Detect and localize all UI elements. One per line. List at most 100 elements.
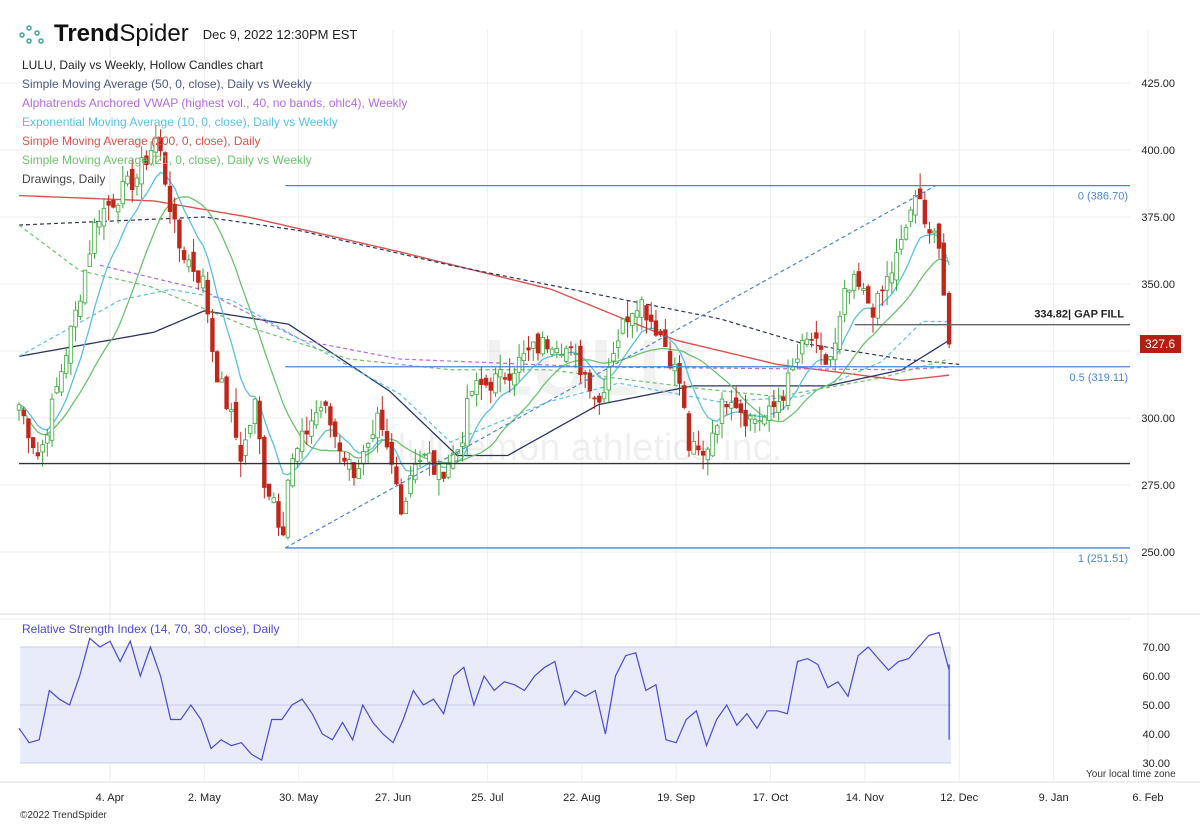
candle <box>125 170 130 187</box>
candle <box>158 129 163 161</box>
candle <box>766 395 772 432</box>
candle-body <box>870 307 876 318</box>
candle <box>281 511 286 537</box>
candle <box>785 359 791 411</box>
candle <box>842 279 847 323</box>
legend-item[interactable]: Exponential Moving Average (10, 0, close… <box>22 115 338 129</box>
candle <box>738 399 744 428</box>
candle <box>78 294 83 321</box>
legend-item[interactable]: Simple Moving Average (21, 0, close), Da… <box>22 153 312 167</box>
candle-body <box>252 398 258 425</box>
candle-body <box>465 398 470 447</box>
candle <box>516 344 522 382</box>
candle-body <box>172 204 177 220</box>
candle-body <box>710 432 715 457</box>
candle <box>163 151 168 187</box>
candle <box>356 459 361 480</box>
candle-body <box>677 362 682 384</box>
candle <box>16 402 22 422</box>
candle <box>384 418 390 450</box>
time-axis-label: 6. Feb <box>1132 792 1163 804</box>
candle <box>337 435 343 464</box>
last-price-badge <box>1140 335 1181 354</box>
candle-body <box>903 227 909 240</box>
candle-body <box>804 338 810 345</box>
candle-body <box>795 358 800 363</box>
candle-body <box>493 373 498 394</box>
candle-body <box>365 442 371 448</box>
trendspider-logo-icon <box>19 25 44 44</box>
candle-body <box>941 242 946 296</box>
candle-body <box>290 458 295 487</box>
candle-body <box>932 230 937 234</box>
candle-body <box>153 137 159 153</box>
candle-body <box>705 448 711 461</box>
candle-body <box>26 418 31 439</box>
candle <box>941 233 946 296</box>
candle-body <box>884 276 890 291</box>
candle <box>92 218 97 259</box>
candle <box>26 418 31 454</box>
candle-body <box>866 286 871 304</box>
candle-body <box>167 185 173 212</box>
candle <box>422 452 427 458</box>
brand-logo: TrendSpider <box>54 20 189 47</box>
candle <box>328 403 333 438</box>
candle-body <box>936 223 942 249</box>
candle-body <box>781 396 786 401</box>
candle-body <box>512 372 517 386</box>
time-axis-label: 25. Jul <box>471 792 503 804</box>
candle <box>238 431 243 478</box>
candle-body <box>828 356 833 361</box>
candle <box>365 442 371 463</box>
candle-body <box>851 273 857 291</box>
candle-body <box>271 497 276 503</box>
candle-body <box>639 299 644 318</box>
candle-body <box>597 395 602 403</box>
candle <box>30 437 36 454</box>
candle <box>559 343 564 358</box>
candle-body <box>111 199 116 208</box>
candle <box>781 389 786 410</box>
candle <box>21 406 26 425</box>
candle-body <box>30 437 36 449</box>
candle-body <box>700 450 706 456</box>
candle <box>889 261 895 294</box>
candle <box>715 423 720 444</box>
candle <box>97 209 102 235</box>
candle-body <box>351 462 357 479</box>
legend-item[interactable]: Simple Moving Average (50, 0, close), Da… <box>22 77 312 91</box>
candle-body <box>229 409 234 413</box>
candle <box>436 459 442 496</box>
candle <box>809 332 814 348</box>
candle-body <box>469 391 475 396</box>
candle <box>380 396 385 437</box>
candle-body <box>247 425 253 434</box>
candle-body <box>328 406 333 426</box>
legend-item[interactable]: Simple Moving Average (200, 0, close), D… <box>22 134 261 148</box>
candle <box>894 238 899 291</box>
candle-body <box>238 444 243 462</box>
candle <box>40 439 45 467</box>
candle <box>266 483 272 501</box>
candle-body <box>191 251 196 272</box>
candle-body <box>35 452 41 457</box>
candle <box>361 444 366 476</box>
candle <box>658 328 663 338</box>
candle <box>389 433 394 474</box>
candle-body <box>450 452 456 469</box>
legend-item[interactable]: LULU, Daily vs Weekly, Hollow Candles ch… <box>22 58 263 72</box>
candle <box>682 380 687 410</box>
candle <box>856 262 862 291</box>
legend-item[interactable]: Drawings, Daily <box>22 172 106 186</box>
candle-body <box>417 460 423 462</box>
candle-body <box>733 397 739 408</box>
candle-body <box>611 353 616 362</box>
legend-item[interactable]: Alphatrends Anchored VWAP (highest vol.,… <box>22 96 408 110</box>
candle-body <box>54 386 59 394</box>
fib-level-label: 0.5 (319.11) <box>1069 372 1128 384</box>
candle <box>229 402 234 423</box>
candle <box>545 335 550 353</box>
candle-body <box>323 401 328 406</box>
